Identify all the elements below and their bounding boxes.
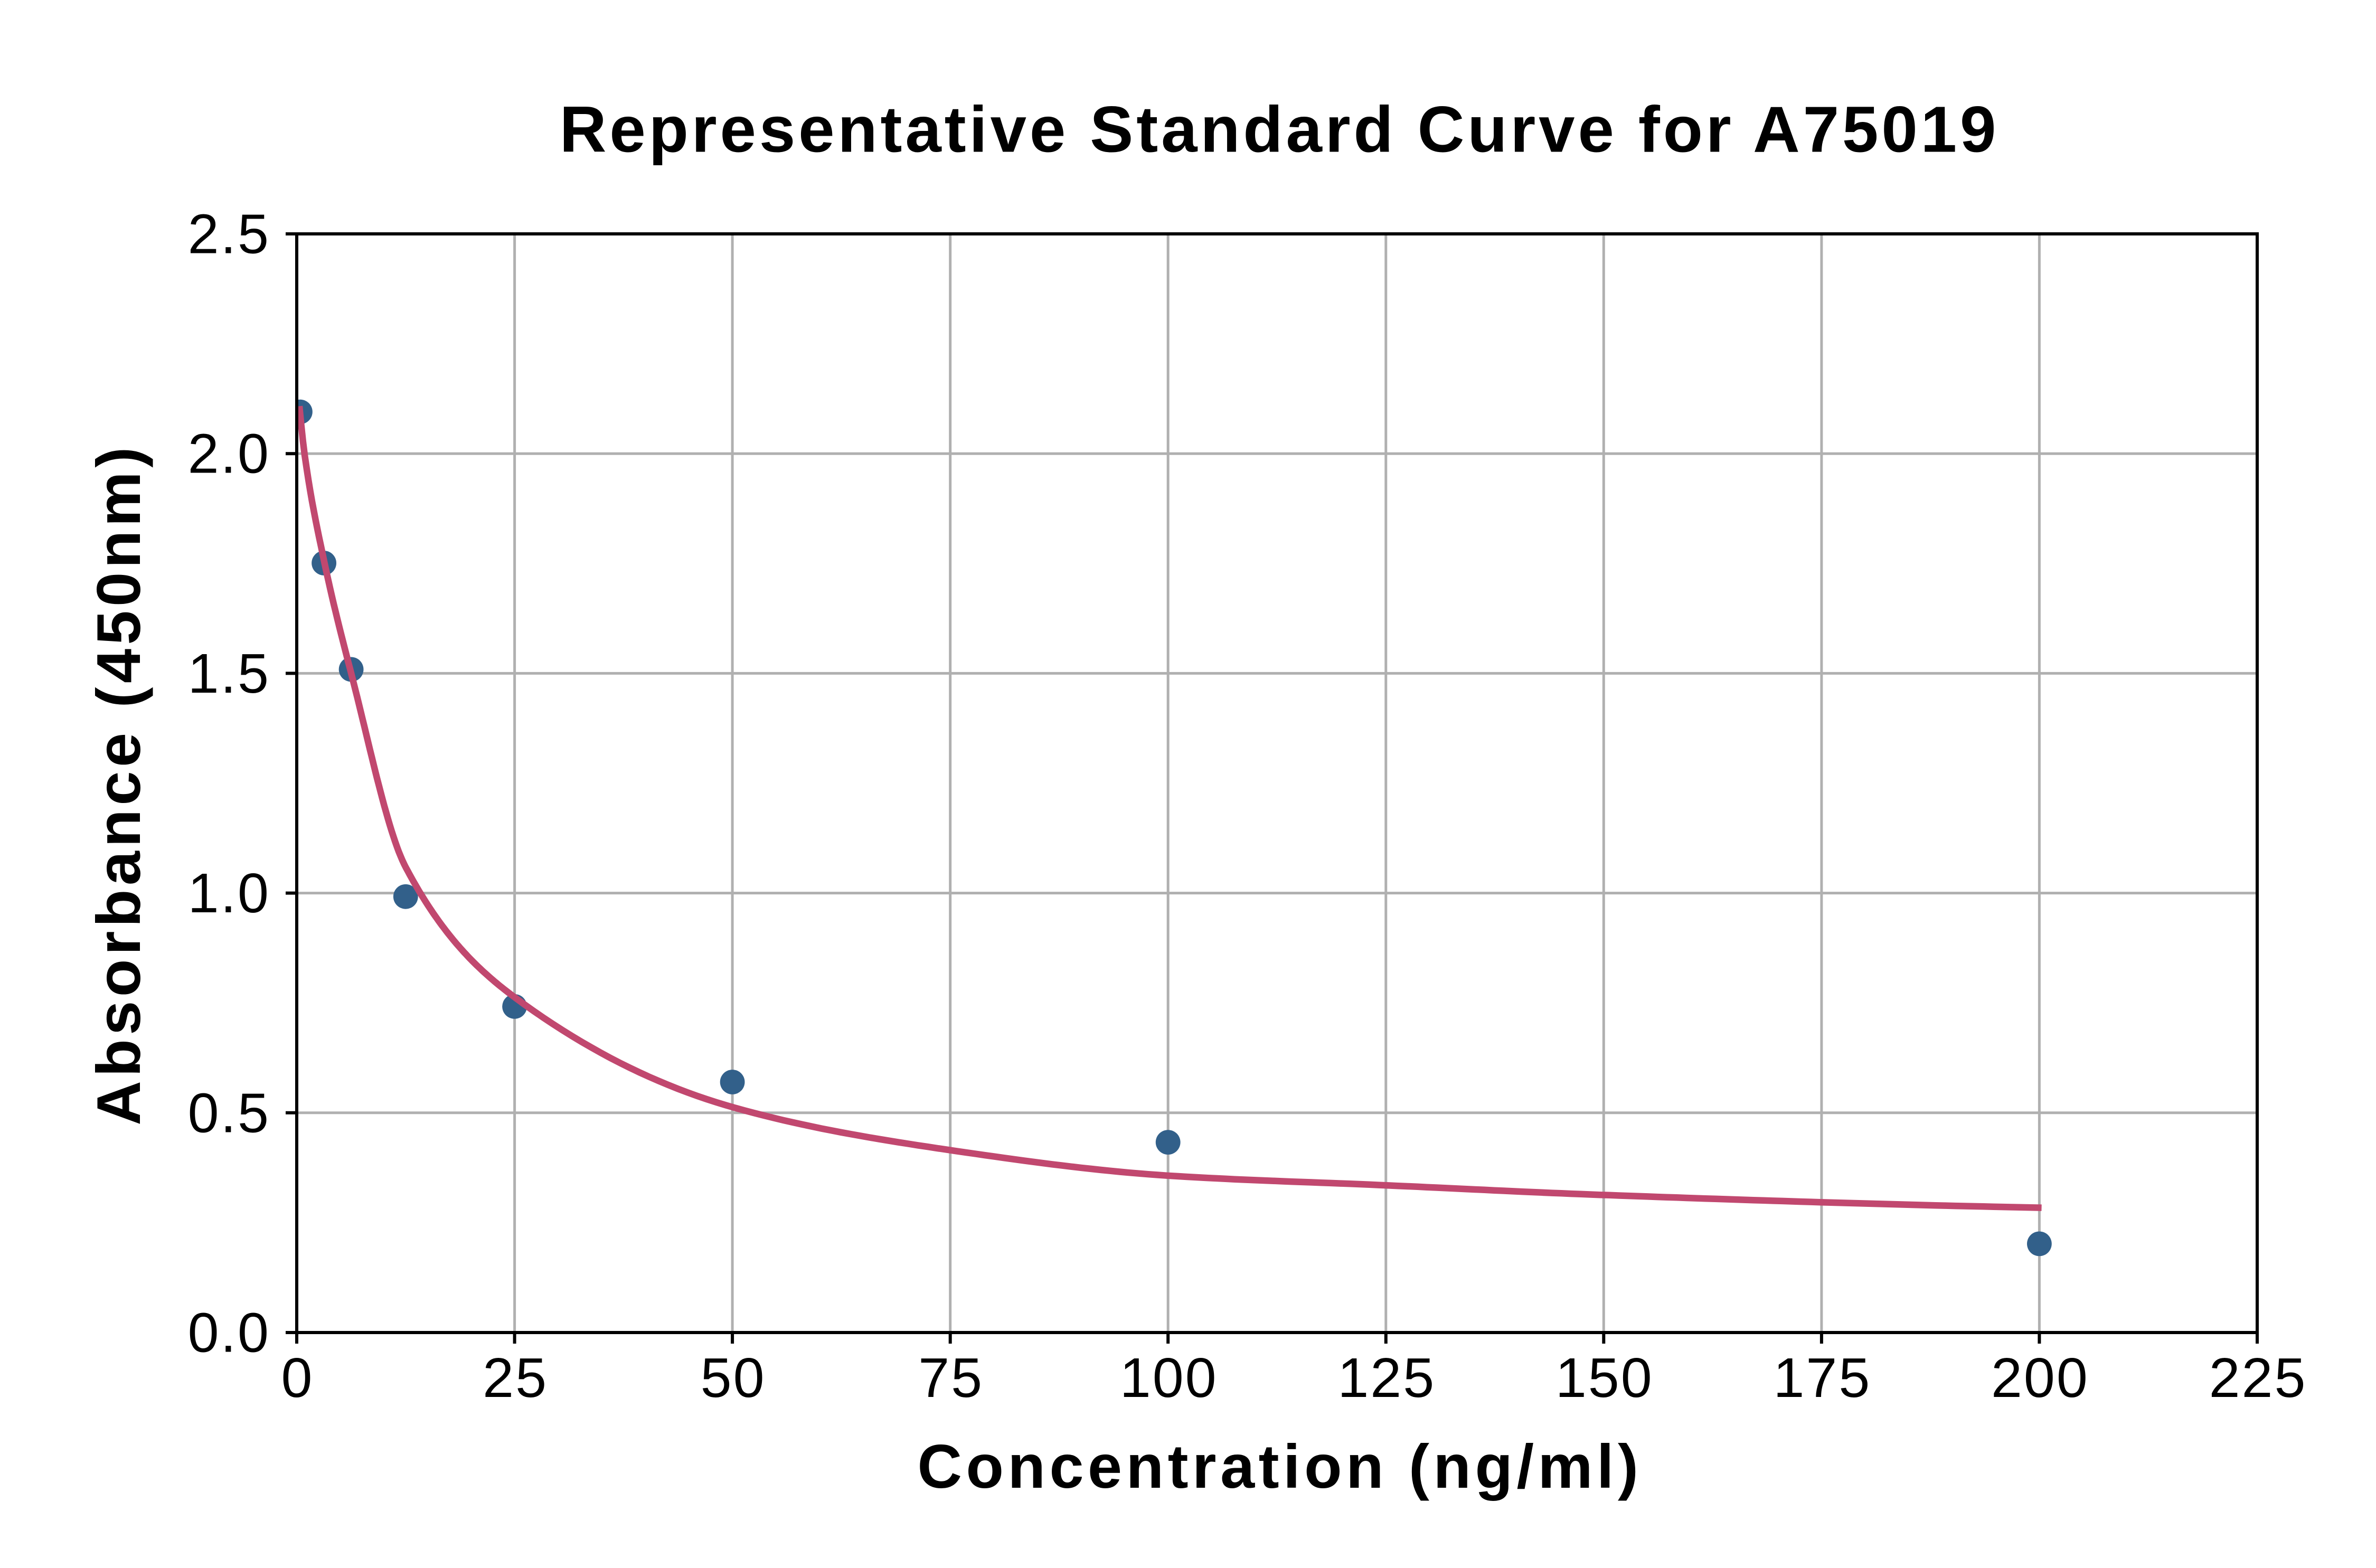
svg-text:1.0: 1.0: [188, 862, 270, 924]
svg-text:Concentration (ng/ml): Concentration (ng/ml): [918, 1432, 1643, 1501]
svg-text:150: 150: [1555, 1347, 1654, 1409]
svg-text:125: 125: [1337, 1347, 1436, 1409]
svg-text:0.0: 0.0: [188, 1302, 270, 1364]
svg-text:200: 200: [1991, 1347, 2089, 1409]
svg-text:100: 100: [1120, 1347, 1218, 1409]
svg-text:Representative Standard Curve: Representative Standard Curve for A75019: [560, 93, 2000, 166]
svg-text:50: 50: [701, 1347, 766, 1409]
svg-text:75: 75: [918, 1347, 984, 1409]
svg-text:2.0: 2.0: [188, 423, 270, 485]
svg-text:Absorbance (450nm): Absorbance (450nm): [84, 443, 153, 1125]
svg-text:1.5: 1.5: [188, 643, 270, 705]
svg-text:225: 225: [2209, 1347, 2307, 1409]
svg-text:25: 25: [483, 1347, 548, 1409]
svg-text:0.5: 0.5: [188, 1082, 270, 1144]
svg-text:175: 175: [1773, 1347, 1871, 1409]
svg-text:2.5: 2.5: [188, 203, 270, 266]
svg-text:0: 0: [281, 1347, 314, 1409]
